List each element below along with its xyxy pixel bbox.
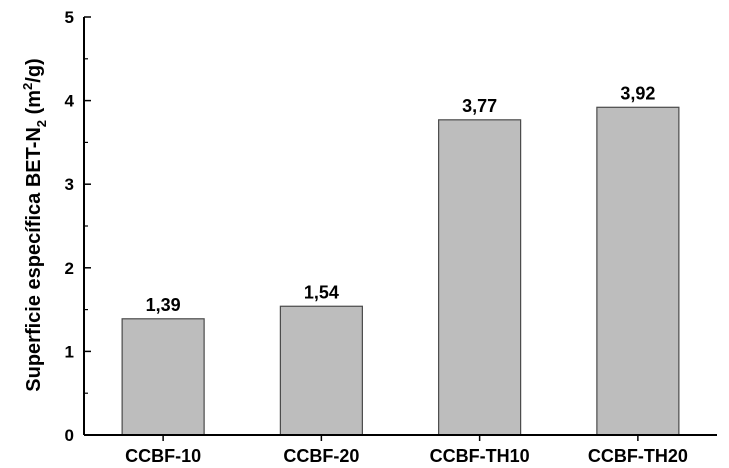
y-tick-label: 4 xyxy=(65,92,75,111)
x-tick-label: CCBF-10 xyxy=(125,446,201,466)
bar xyxy=(279,305,363,436)
data-label: 1,54 xyxy=(304,282,339,302)
bars-group: 1,39 1,54 3,77 3,92 xyxy=(121,83,680,436)
bar xyxy=(596,106,680,436)
bar xyxy=(121,318,205,436)
y-axis-title-close: /g) xyxy=(23,58,45,82)
x-tick-label: CCBF-TH10 xyxy=(430,446,530,466)
y-axis-title-sup: 2 xyxy=(20,83,35,90)
y-tick-label: 3 xyxy=(65,175,74,194)
y-axis-title-sub: 2 xyxy=(34,120,49,127)
y-tick-label: 2 xyxy=(65,259,74,278)
axes-group: CCBF-10 CCBF-20 CCBF-TH10 CCBF-TH20 0 1 2 3 4 5 xyxy=(65,8,717,466)
x-tick-label: CCBF-TH20 xyxy=(588,446,688,466)
data-label: 1,39 xyxy=(146,295,181,315)
y-axis-title: Superficie específica BET-N2 (m2/g) xyxy=(20,58,49,391)
y-axis-title-open: (m xyxy=(23,90,45,120)
y-tick-label: 0 xyxy=(65,426,74,445)
data-label: 3,92 xyxy=(620,83,655,103)
y-axis-title-main: Superficie específica BET-N xyxy=(23,127,45,392)
y-tick-label: 5 xyxy=(65,8,74,27)
data-label: 3,77 xyxy=(462,96,497,116)
x-tick-label: CCBF-20 xyxy=(283,446,359,466)
y-tick-label: 1 xyxy=(65,342,74,361)
bar xyxy=(438,119,522,436)
